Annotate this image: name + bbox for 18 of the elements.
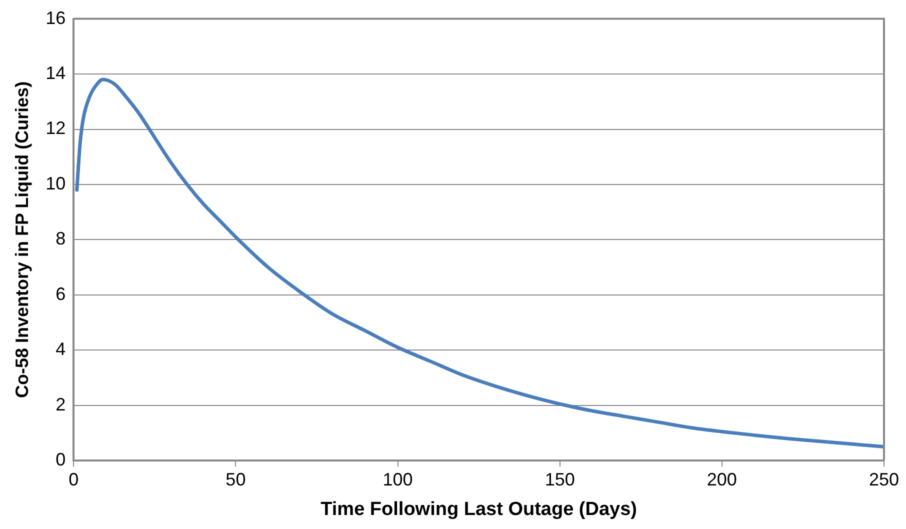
x-tick-label: 200 bbox=[706, 469, 737, 490]
line-series bbox=[75, 78, 884, 449]
y-tick-label: 8 bbox=[56, 228, 66, 249]
y-tick-label: 12 bbox=[46, 118, 66, 138]
x-tick-label: 100 bbox=[382, 469, 413, 490]
y-axis-title: Co-58 Inventory in FP Liquid (Curies) bbox=[12, 81, 32, 398]
x-tick-label: 150 bbox=[544, 469, 575, 490]
y-tick-label: 6 bbox=[56, 284, 66, 304]
y-tick-label: 16 bbox=[46, 8, 66, 28]
x-tick-label: 0 bbox=[68, 469, 79, 490]
y-tick-label: 2 bbox=[56, 394, 66, 414]
x-tick-label: 50 bbox=[226, 469, 246, 490]
y-tick-label: 14 bbox=[46, 62, 66, 83]
y-tick-label: 0 bbox=[56, 450, 66, 470]
y-tick-label: 10 bbox=[46, 173, 66, 194]
x-tick-label: 250 bbox=[868, 469, 900, 490]
x-axis-title: Time Following Last Outage (Days) bbox=[320, 498, 637, 520]
y-tick-label: 4 bbox=[56, 339, 66, 360]
